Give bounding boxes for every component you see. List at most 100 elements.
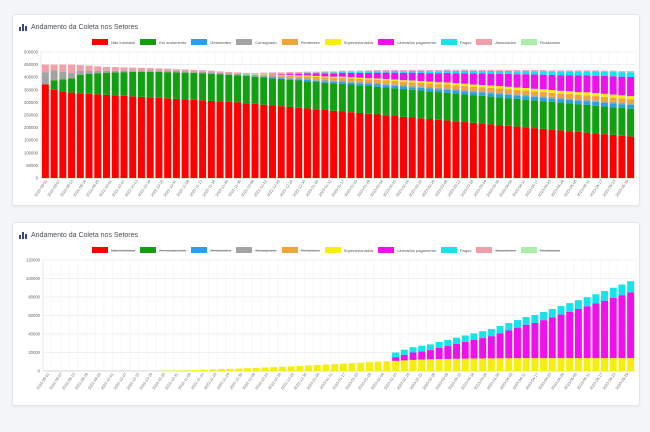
bar-supervisionados[interactable]	[627, 96, 634, 99]
bar-nao-iniciados[interactable]	[356, 113, 363, 178]
bar-desistentes[interactable]	[269, 77, 276, 78]
bar-supervisionados[interactable]	[566, 358, 573, 371]
bar-supervisionados[interactable]	[601, 358, 608, 371]
bar-liberados-pagamento[interactable]	[575, 75, 582, 92]
bar-consignado[interactable]	[59, 72, 66, 80]
bar-em-andamento[interactable]	[348, 85, 355, 113]
bar-liberados-pagamento[interactable]	[488, 336, 495, 358]
bar-nao-iniciados[interactable]	[610, 135, 617, 178]
bar-pendentes[interactable]	[505, 89, 512, 93]
bar-pendentes[interactable]	[417, 83, 424, 87]
bar-liberados-pagamento[interactable]	[470, 340, 477, 359]
bar-em-andamento[interactable]	[505, 98, 512, 126]
bar-consignado[interactable]	[601, 101, 608, 103]
bar-consignado[interactable]	[42, 72, 49, 84]
bar-pagos[interactable]	[583, 71, 590, 75]
bar-nao-iniciados[interactable]	[575, 132, 582, 178]
bar-nao-iniciados[interactable]	[470, 123, 477, 178]
bar-liberados-pagamento[interactable]	[401, 355, 408, 361]
bar-supervisionados[interactable]	[540, 358, 547, 371]
bar-pendentes[interactable]	[601, 97, 608, 101]
bar-liberados-pagamento[interactable]	[601, 301, 608, 358]
bar-pendentes[interactable]	[514, 90, 521, 94]
bar-pagos[interactable]	[444, 71, 451, 73]
bar-em-andamento[interactable]	[103, 73, 110, 95]
bar-em-andamento[interactable]	[531, 100, 538, 128]
bar-pendentes[interactable]	[444, 85, 451, 89]
bar-associados[interactable]	[417, 70, 424, 71]
bar-pagos[interactable]	[505, 71, 512, 74]
bar-consignado[interactable]	[330, 80, 337, 82]
bar-liberados-pagamento[interactable]	[409, 73, 416, 81]
bar-pagos[interactable]	[330, 72, 337, 73]
bar-associados[interactable]	[435, 70, 442, 71]
bar-em-andamento[interactable]	[452, 94, 459, 122]
bar-supervisionados[interactable]	[339, 77, 346, 78]
bar-supervisionados[interactable]	[531, 89, 538, 92]
bar-associados[interactable]	[540, 70, 547, 71]
bar-supervisionados[interactable]	[183, 370, 190, 371]
bar-associados[interactable]	[120, 67, 127, 70]
bar-liberados-pagamento[interactable]	[304, 73, 311, 75]
bar-supervisionados[interactable]	[618, 358, 625, 371]
bar-associados[interactable]	[278, 72, 285, 73]
bar-pagos[interactable]	[365, 71, 372, 73]
bar-em-andamento[interactable]	[409, 90, 416, 118]
bar-em-andamento[interactable]	[286, 80, 293, 107]
bar-em-andamento[interactable]	[313, 82, 320, 109]
bar-pendentes[interactable]	[374, 80, 381, 83]
bar-pendentes[interactable]	[540, 92, 547, 96]
bar-associados[interactable]	[313, 72, 320, 73]
bar-desistentes[interactable]	[435, 89, 442, 92]
bar-nao-iniciados[interactable]	[68, 93, 75, 178]
bar-supervisionados[interactable]	[618, 95, 625, 98]
bar-em-andamento[interactable]	[566, 103, 573, 131]
bar-pendentes[interactable]	[304, 76, 311, 78]
bar-supervisionados[interactable]	[522, 88, 529, 91]
bar-pendentes[interactable]	[452, 85, 459, 89]
bar-liberados-pagamento[interactable]	[391, 73, 398, 80]
bar-pagos[interactable]	[540, 71, 547, 75]
bar-liberados-pagamento[interactable]	[426, 73, 433, 82]
bar-nao-iniciados[interactable]	[557, 130, 564, 178]
bar-liberados-pagamento[interactable]	[618, 77, 625, 96]
bar-em-andamento[interactable]	[374, 87, 381, 115]
bar-associados[interactable]	[295, 72, 302, 73]
bar-consignado[interactable]	[138, 70, 145, 72]
bar-pendentes[interactable]	[566, 94, 573, 98]
bar-liberados-pagamento[interactable]	[540, 75, 547, 90]
bar-nao-iniciados[interactable]	[487, 124, 494, 178]
bar-nao-iniciados[interactable]	[391, 116, 398, 178]
bar-consignado[interactable]	[583, 100, 590, 102]
bar-liberados-pagamento[interactable]	[400, 73, 407, 80]
bar-pendentes[interactable]	[330, 78, 337, 81]
bar-em-andamento[interactable]	[225, 75, 232, 102]
bar-supervisionados[interactable]	[496, 86, 503, 89]
bar-supervisionados[interactable]	[462, 359, 469, 371]
bar-nao-iniciados[interactable]	[295, 108, 302, 178]
bar-pagos[interactable]	[417, 71, 424, 73]
bar-nao-iniciados[interactable]	[51, 90, 58, 178]
bar-em-andamento[interactable]	[479, 96, 486, 124]
bar-consignado[interactable]	[304, 78, 311, 80]
bar-supervisionados[interactable]	[392, 361, 399, 371]
bar-liberados-pagamento[interactable]	[627, 292, 634, 358]
bar-pendentes[interactable]	[426, 84, 433, 88]
bar-desistentes[interactable]	[618, 104, 625, 108]
bar-associados[interactable]	[496, 70, 503, 71]
bar-em-andamento[interactable]	[217, 74, 224, 101]
bar-desistentes[interactable]	[304, 80, 311, 81]
bar-desistentes[interactable]	[321, 81, 328, 83]
bar-supervisionados[interactable]	[505, 358, 512, 371]
bar-desistentes[interactable]	[356, 83, 363, 85]
bar-liberados-pagamento[interactable]	[470, 73, 477, 84]
bar-em-andamento[interactable]	[487, 97, 494, 125]
bar-pagos[interactable]	[514, 320, 521, 328]
bar-supervisionados[interactable]	[374, 78, 381, 80]
bar-liberados-pagamento[interactable]	[522, 74, 529, 88]
bar-nao-iniciados[interactable]	[514, 127, 521, 178]
bar-liberados-pagamento[interactable]	[505, 74, 512, 87]
bar-associados[interactable]	[164, 69, 171, 71]
bar-associados[interactable]	[94, 66, 101, 71]
bar-consignado[interactable]	[505, 93, 512, 95]
